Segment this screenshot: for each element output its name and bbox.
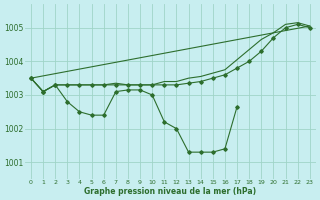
X-axis label: Graphe pression niveau de la mer (hPa): Graphe pression niveau de la mer (hPa) [84, 187, 256, 196]
